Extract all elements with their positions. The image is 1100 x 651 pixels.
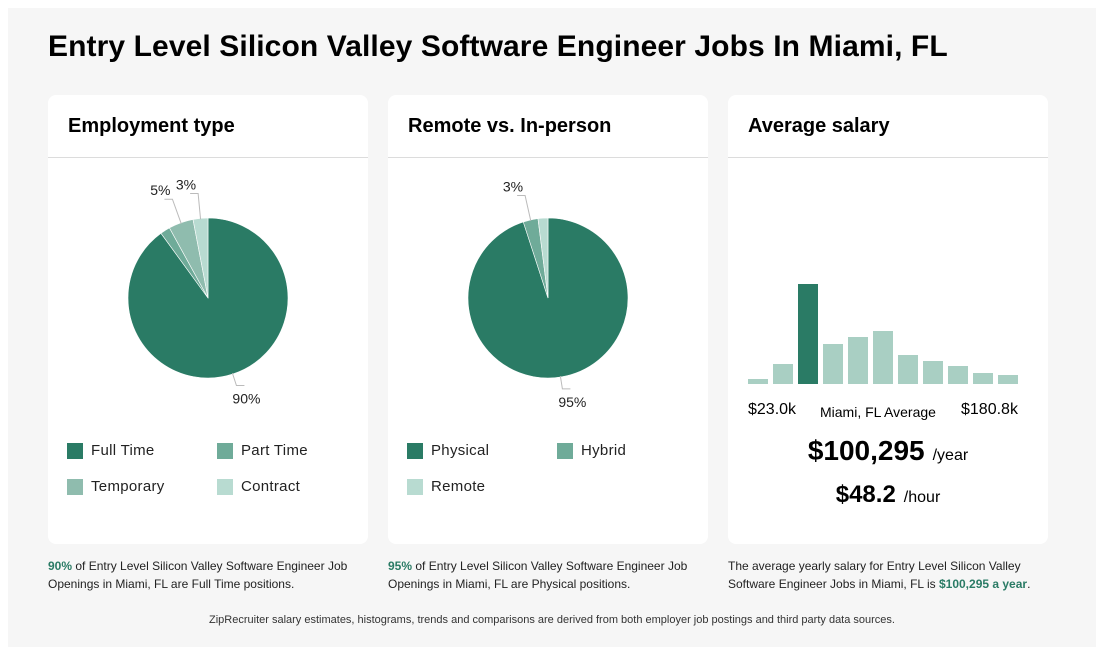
salary-description: The average yearly salary for Entry Leve… — [728, 557, 1048, 593]
salary-description-end: . — [1027, 577, 1031, 591]
legend-swatch — [217, 442, 233, 459]
histogram-bar — [848, 337, 868, 384]
employment-type-card: Employment type 90% 5% 3% Full Time Part Ti… — [48, 95, 368, 544]
legend-swatch — [407, 478, 423, 495]
legend-label: Temporary — [91, 478, 165, 495]
yearly-salary: $100,295/year — [728, 435, 1048, 467]
pie-label-leader — [164, 198, 182, 224]
remote-vs-in-person-title: Remote vs. In-person — [408, 115, 612, 137]
average-salary-card: Average salary $23.0k Miami, FL Average … — [728, 95, 1048, 544]
hourly-salary: $48.2/hour — [728, 481, 1048, 509]
pie-label-full-time: 90% — [232, 391, 260, 407]
remote-description: 95% of Entry Level Silicon Valley Softwa… — [388, 557, 708, 593]
page-frame: Entry Level Silicon Valley Software Engi… — [8, 8, 1096, 647]
histogram-bar — [773, 364, 793, 384]
pie-label-temporary: 5% — [150, 182, 170, 198]
legend-item-contract: Contract — [217, 478, 300, 495]
histogram-bar — [748, 379, 768, 384]
legend-swatch — [67, 442, 83, 459]
legend-label: Contract — [241, 478, 301, 495]
histogram-bar — [948, 366, 968, 384]
legend-label: Physical — [431, 442, 490, 459]
legend-item-physical: Physical — [407, 442, 489, 459]
legend-item-hybrid: Hybrid — [557, 442, 626, 459]
legend-item-remote: Remote — [407, 478, 485, 495]
pie-slice-remote — [537, 217, 549, 299]
legend-swatch — [67, 478, 83, 495]
histogram-bar — [973, 373, 993, 384]
hourly-salary-value: $48.2 — [835, 481, 896, 508]
pie-label-hybrid: 3% — [503, 179, 523, 195]
pie-label-leader — [517, 195, 532, 222]
histogram-bar — [873, 331, 893, 384]
legend-item-part-time: Part Time — [217, 442, 308, 459]
salary-max-label: $180.8k — [961, 401, 1018, 418]
remote-description-text: of Entry Level Silicon Valley Software E… — [388, 559, 688, 591]
histogram-bar — [998, 375, 1018, 384]
salary-average-label: Miami, FL Average — [820, 404, 936, 420]
histogram-bar — [923, 361, 943, 384]
histogram-bar — [798, 284, 818, 384]
employment-type-description-text: of Entry Level Silicon Valley Software E… — [48, 559, 348, 591]
pie-label-physical: 95% — [558, 394, 586, 410]
card-divider — [388, 157, 708, 158]
card-divider — [728, 157, 1048, 158]
legend-label: Remote — [431, 478, 486, 495]
yearly-salary-unit: /year — [932, 447, 969, 464]
page-title: Entry Level Silicon Valley Software Engi… — [48, 30, 948, 63]
legend-item-temporary: Temporary — [67, 478, 165, 495]
histogram-bar — [898, 355, 918, 384]
histogram-bar — [823, 344, 843, 384]
remote-vs-in-person-pie-chart: 95% 3% — [467, 179, 629, 410]
legend-swatch — [407, 442, 423, 459]
pie-label-leader — [559, 375, 571, 390]
employment-type-highlight: 90% — [48, 559, 73, 573]
legend-label: Part Time — [241, 442, 308, 459]
remote-vs-in-person-card: Remote vs. In-person 95% 3% Physical Hybri… — [388, 95, 708, 544]
legend-label: Full Time — [91, 442, 155, 459]
legend-swatch — [217, 478, 233, 495]
employment-type-description: 90% of Entry Level Silicon Valley Softwa… — [48, 557, 368, 593]
average-salary-title: Average salary — [748, 115, 890, 137]
yearly-salary-value: $100,295 — [807, 435, 925, 466]
pie-label-leader — [190, 192, 202, 220]
pie-label-contract: 3% — [176, 176, 196, 192]
pie-label-leader — [231, 372, 245, 386]
salary-description-text: The average yearly salary for Entry Leve… — [728, 559, 1021, 591]
employment-type-pie-chart: 90% 5% 3% — [127, 176, 289, 407]
remote-highlight: 95% — [388, 559, 413, 573]
card-divider — [48, 157, 368, 158]
salary-highlight: $100,295 a year — [938, 577, 1028, 591]
hourly-salary-unit: /hour — [903, 489, 941, 506]
salary-histogram — [748, 284, 1018, 384]
employment-type-title: Employment type — [68, 115, 235, 137]
legend-swatch — [557, 442, 573, 459]
footer-disclaimer: ZipRecruiter salary estimates, histogram… — [209, 614, 895, 626]
legend-item-full-time: Full Time — [67, 442, 155, 459]
legend-label: Hybrid — [581, 442, 627, 459]
salary-min-label: $23.0k — [748, 401, 797, 418]
